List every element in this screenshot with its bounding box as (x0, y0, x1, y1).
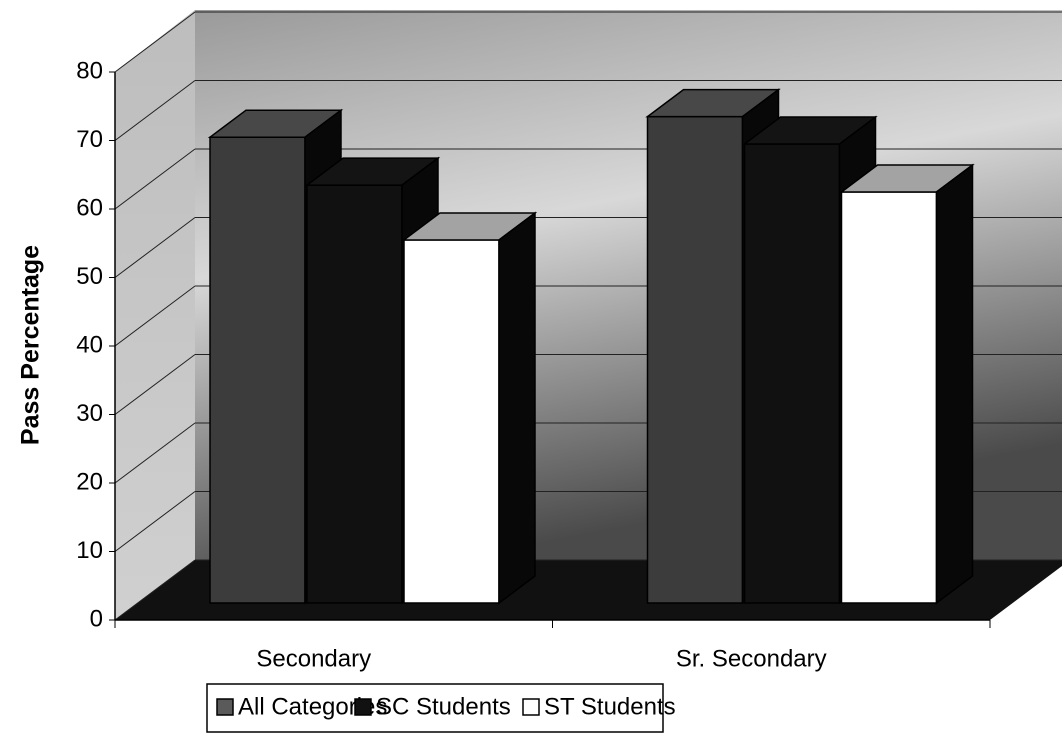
grid-line (114, 285, 196, 347)
grid-line (114, 354, 196, 415)
legend-label: SC Students (376, 693, 511, 720)
y-tick-label: 50 (76, 263, 103, 290)
legend-swatch (216, 698, 234, 716)
bar-side (498, 211, 536, 605)
bar (743, 143, 841, 604)
grid-line (114, 11, 196, 73)
grid-line (114, 148, 196, 210)
grid-line (114, 491, 196, 552)
grid-line (114, 422, 196, 484)
grid-line (114, 80, 196, 141)
y-tick-label: 60 (76, 194, 103, 221)
y-tick-label: 20 (76, 468, 103, 495)
y-axis-label: Pass Percentage (17, 245, 45, 445)
legend-swatch (354, 698, 372, 716)
y-tick-label: 30 (76, 400, 103, 427)
legend-label: ST Students (544, 693, 676, 720)
grid-line (114, 217, 196, 278)
y-tick-label: 0 (90, 605, 103, 632)
bar-side (935, 163, 974, 605)
bar (646, 115, 744, 604)
bar (403, 239, 500, 604)
x-tick-label: Sr. Secondary (676, 645, 827, 672)
bar (840, 191, 938, 604)
grid-line (114, 559, 196, 621)
legend (206, 683, 664, 733)
bar (209, 136, 306, 604)
y-tick-label: 40 (76, 331, 103, 358)
y-tick-label: 70 (76, 126, 103, 153)
x-tick-label: Secondary (256, 645, 371, 672)
y-tick-label: 80 (76, 57, 103, 84)
side-wall (115, 10, 195, 620)
legend-swatch (522, 698, 540, 716)
bar (306, 184, 403, 604)
y-tick-label: 10 (76, 537, 103, 564)
